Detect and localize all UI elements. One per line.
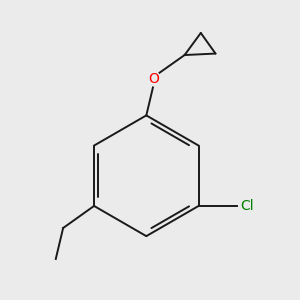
Text: Cl: Cl bbox=[240, 199, 254, 213]
Text: O: O bbox=[148, 72, 159, 86]
